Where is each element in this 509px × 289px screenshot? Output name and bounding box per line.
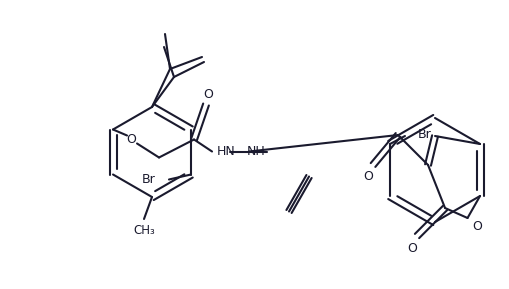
Text: CH₃: CH₃ [133, 223, 155, 236]
Text: O: O [203, 88, 213, 101]
Text: O: O [407, 242, 417, 255]
Text: Br: Br [142, 173, 156, 186]
Text: O: O [472, 220, 483, 232]
Text: Br: Br [418, 127, 432, 140]
Text: NH: NH [246, 145, 265, 158]
Text: O: O [363, 171, 373, 184]
Text: HN: HN [217, 145, 236, 158]
Text: O: O [126, 133, 136, 146]
